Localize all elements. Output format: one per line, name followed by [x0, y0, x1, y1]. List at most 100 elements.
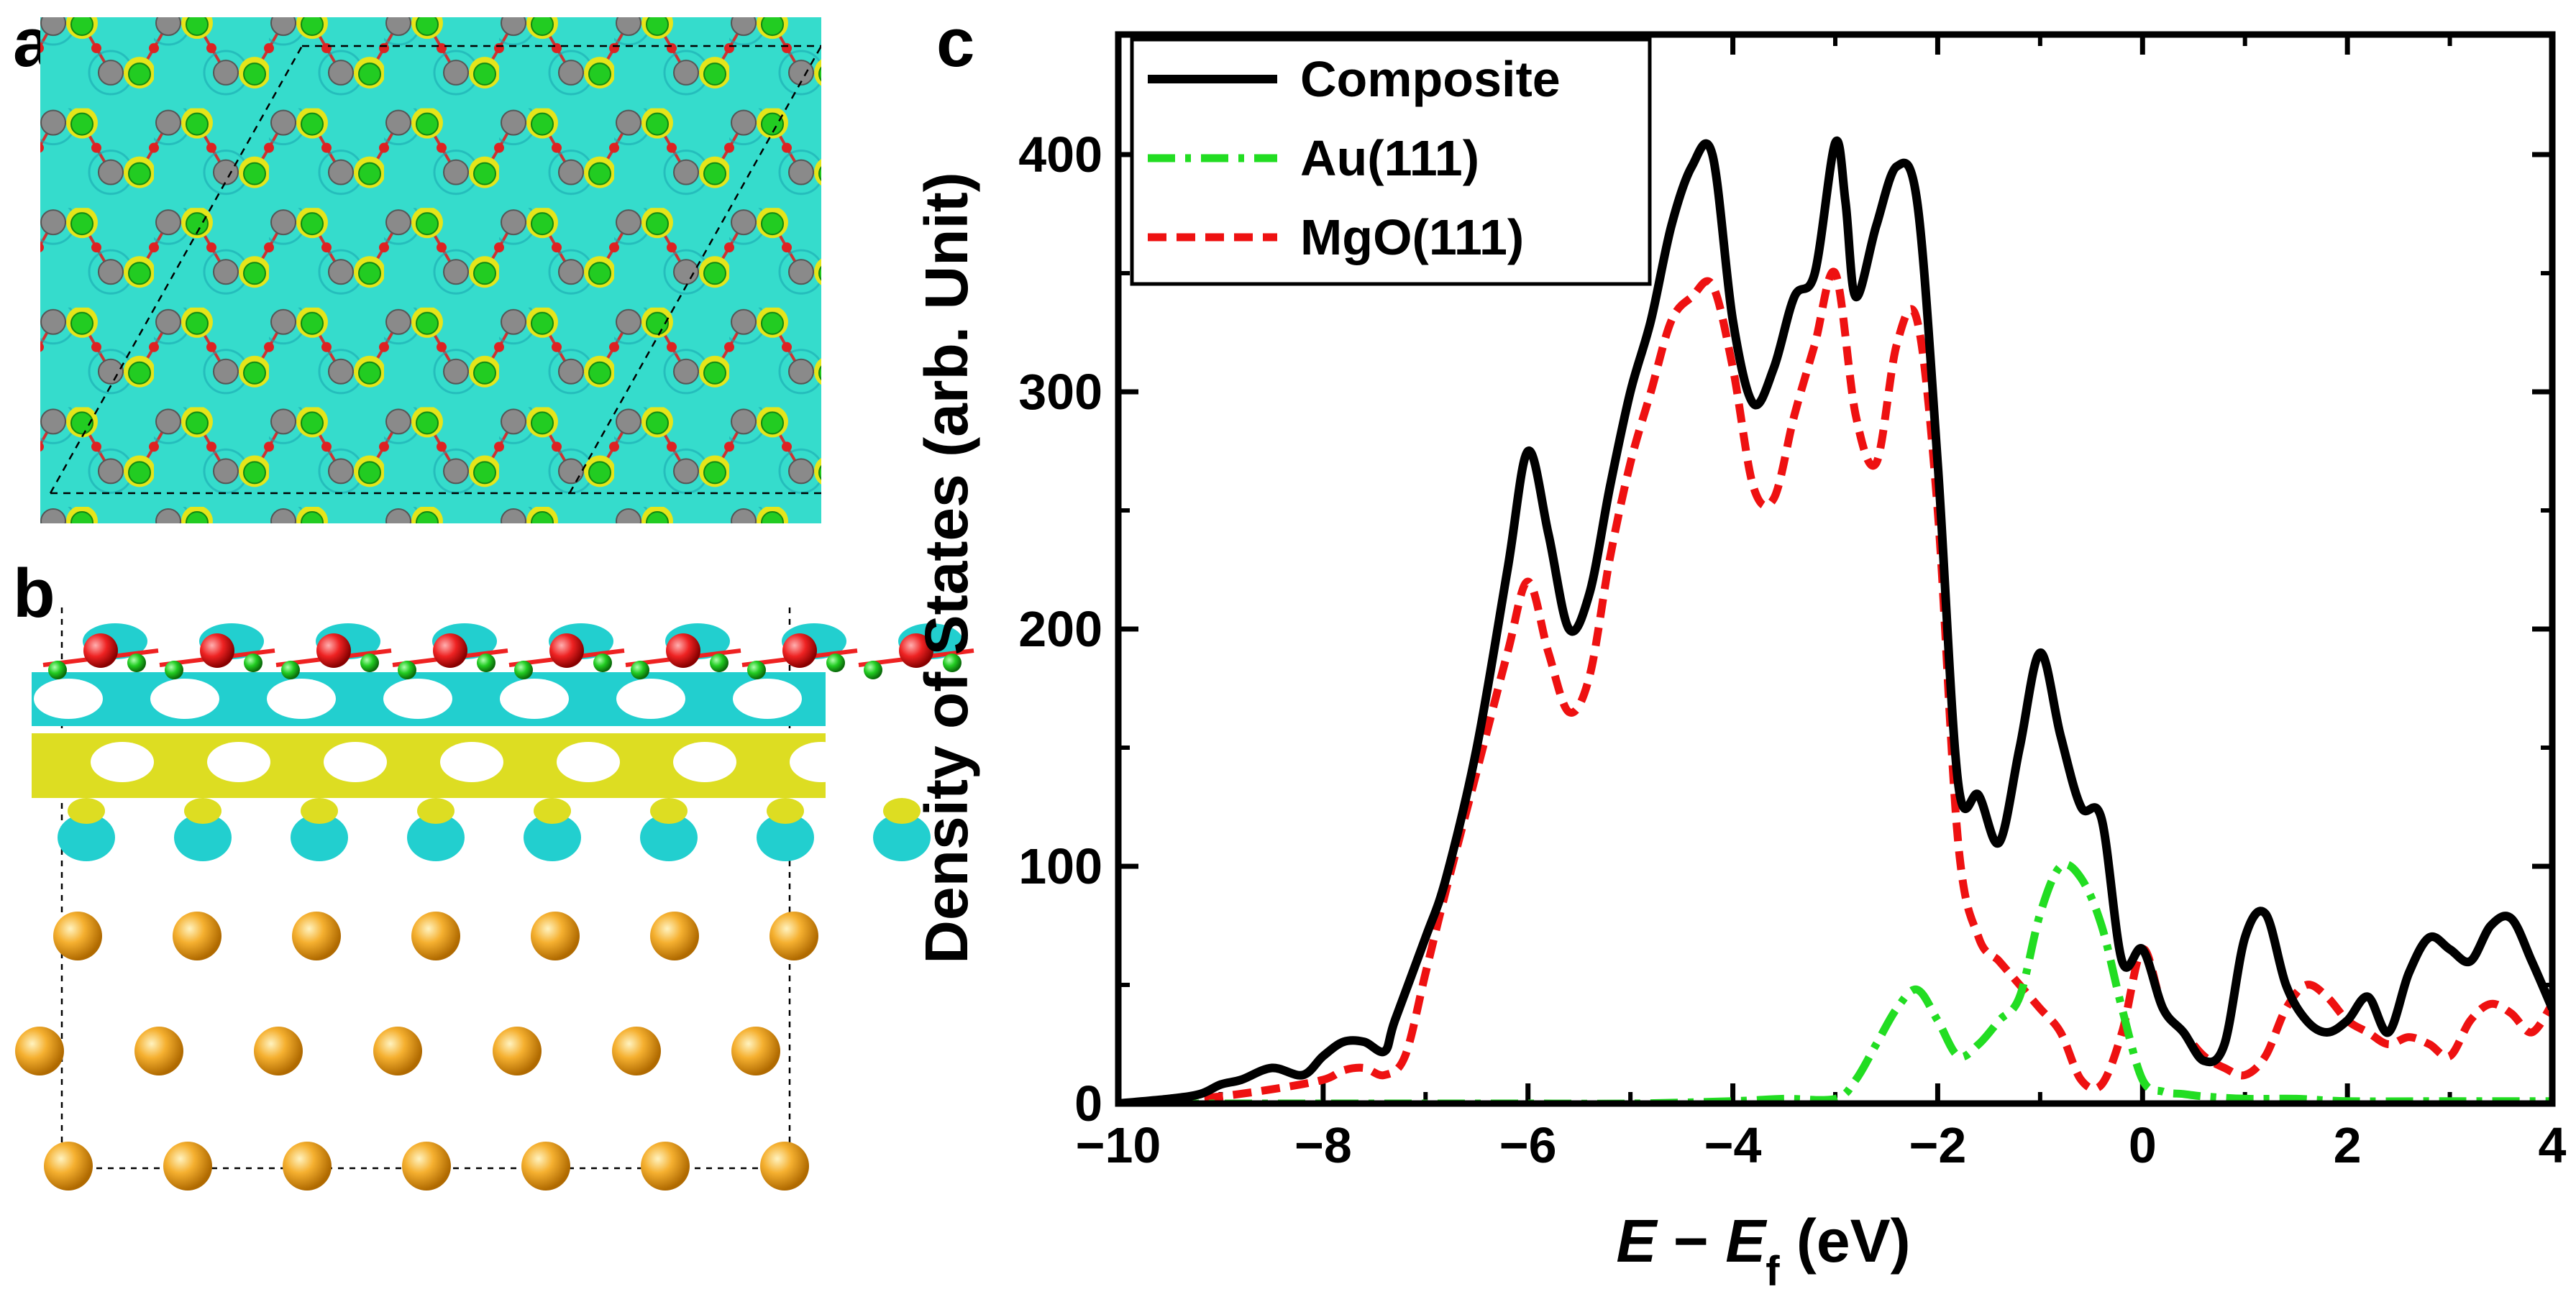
au-atom-layers — [15, 912, 818, 1191]
o-atom — [433, 633, 467, 668]
cyan-lobe — [873, 814, 931, 861]
y-tick-label: 100 — [1018, 838, 1102, 894]
x-tick-label: −6 — [1499, 1117, 1557, 1173]
o-atom — [899, 633, 933, 668]
au-atom — [134, 1027, 183, 1075]
au-atom — [44, 1142, 93, 1191]
panel-label-b: b — [13, 555, 55, 632]
panel-label-c: c — [936, 4, 974, 81]
cyan-lobe — [640, 814, 698, 861]
isosurface-hole — [733, 679, 802, 719]
isosurface-hole — [849, 679, 918, 719]
mg-atom — [281, 661, 300, 679]
isosurface-hole — [440, 742, 503, 782]
isosurface-hole — [91, 742, 154, 782]
series-au111 — [1118, 860, 2552, 1104]
au-atom — [53, 912, 102, 960]
o-atom — [549, 633, 584, 668]
panel-a-cell-outline — [49, 45, 823, 495]
mg-atom — [360, 653, 379, 672]
isosurface-hole — [324, 742, 387, 782]
mg-atom — [710, 653, 729, 672]
o-atom — [666, 633, 700, 668]
series-composite — [1118, 136, 2552, 1104]
cyan-lobe — [524, 814, 581, 861]
isosurface-hole — [150, 679, 219, 719]
legend: Composite Au(111) MgO(111) — [1130, 37, 1652, 286]
o-atom — [782, 633, 817, 668]
isosurface-hole — [500, 679, 569, 719]
mg-atom — [593, 653, 612, 672]
mg-atom — [244, 653, 262, 672]
mg-atom — [826, 653, 845, 672]
series-mgo111 — [1118, 267, 2552, 1104]
y-axis-title: Density of States (arb. Unit) — [913, 172, 980, 963]
o-atom — [200, 633, 234, 668]
o-atom — [83, 633, 118, 668]
yellow-lobe — [417, 798, 455, 824]
au-atom — [373, 1027, 422, 1075]
panel-a: a — [13, 4, 823, 523]
isosurface-hole — [906, 742, 969, 782]
cyan-lobe — [757, 814, 814, 861]
au-atom — [402, 1142, 451, 1191]
mg-atom — [747, 661, 766, 679]
mg-atom — [127, 653, 146, 672]
yellow-lobe — [767, 798, 804, 824]
x-tick-label: 2 — [2334, 1117, 2362, 1173]
au-atom — [493, 1027, 542, 1075]
isosurface-hole — [557, 742, 620, 782]
x-axis-title-e2: E — [1725, 1207, 1768, 1275]
isosurface-holes — [34, 679, 969, 782]
x-tick-label: 4 — [2539, 1117, 2567, 1173]
au-atom — [531, 912, 580, 960]
dos-series — [1118, 136, 2552, 1104]
x-axis-title-minus: − — [1656, 1207, 1725, 1275]
x-tick-label: −2 — [1909, 1117, 1967, 1173]
isosurface-hole — [383, 679, 452, 719]
mg-atom — [943, 653, 962, 672]
x-axis-title-units: (eV) — [1780, 1207, 1911, 1275]
mg-atom — [477, 653, 495, 672]
y-axis-ticks: 0 100 200 300 400 — [1018, 127, 2552, 1132]
cyan-lobe — [407, 814, 465, 861]
cyan-lobe — [291, 814, 348, 861]
mg-atom — [398, 661, 416, 679]
au-atom — [163, 1142, 212, 1191]
x-tick-label: −4 — [1704, 1117, 1762, 1173]
x-tick-label: 0 — [2129, 1117, 2157, 1173]
au-atom — [650, 912, 699, 960]
legend-label-composite: Composite — [1300, 51, 1561, 107]
y-tick-label: 200 — [1018, 601, 1102, 657]
cyan-lobe — [174, 814, 232, 861]
panel-c: c 0 100 200 300 400 −10 −8 −6 −4 −2 0 2 4 Density o… — [913, 4, 2567, 1289]
yellow-lobe — [883, 798, 921, 824]
au-atom — [283, 1142, 332, 1191]
plot-frame — [1115, 31, 2556, 1107]
au-atom — [254, 1027, 303, 1075]
y-tick-label: 300 — [1018, 364, 1102, 420]
x-axis-title: E − Ef (eV) — [1616, 1207, 1910, 1289]
au-atom — [411, 912, 460, 960]
mg-atom — [48, 661, 67, 679]
mgo-top-layer — [42, 633, 974, 679]
isosurface-hole — [34, 679, 103, 719]
x-axis-title-e: E — [1616, 1207, 1658, 1275]
au-atom — [731, 1027, 780, 1075]
mg-atom — [165, 661, 183, 679]
au-atom — [292, 912, 341, 960]
isosurface-hole — [207, 742, 270, 782]
panel-b: b — [13, 555, 974, 1191]
cyan-lobe — [58, 814, 115, 861]
au-atom — [760, 1142, 809, 1191]
x-axis-title-subscript: f — [1766, 1248, 1780, 1289]
y-tick-label: 0 — [1074, 1075, 1102, 1132]
yellow-lobe — [184, 798, 221, 824]
yellow-lobe — [301, 798, 338, 824]
mg-atom — [514, 661, 533, 679]
au-atom — [173, 912, 221, 960]
isosurface-hole — [267, 679, 336, 719]
isosurface-hole — [616, 679, 685, 719]
legend-label-mgo: MgO(111) — [1300, 209, 1524, 265]
legend-label-au: Au(111) — [1300, 130, 1479, 186]
